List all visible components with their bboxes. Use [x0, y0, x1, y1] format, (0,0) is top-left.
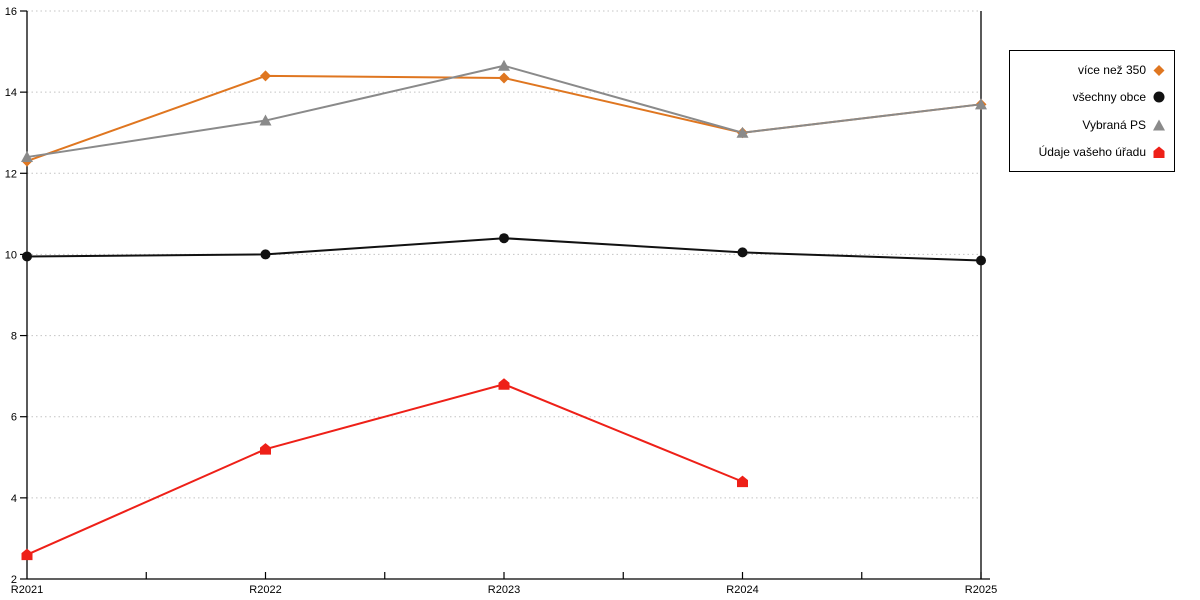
legend-item-vice-nez-350: více než 350 — [1014, 63, 1166, 77]
series-line-vice-nez-350 — [26, 74, 982, 163]
series-marker-vybrana-ps-r2022 — [259, 114, 272, 126]
series-marker-vybrana-ps-r2023 — [498, 59, 510, 71]
series-marker-vsechny-obce-r2023 — [499, 233, 509, 244]
diamond-marker-glyph — [1153, 64, 1165, 76]
circle-marker-glyph — [1153, 91, 1165, 103]
pentagon-marker-glyph — [1153, 146, 1165, 159]
x-tick-label-r2021: R2021 — [11, 584, 43, 596]
triangle-marker-glyph — [1153, 119, 1165, 131]
x-tick-label-r2022: R2022 — [249, 584, 281, 596]
triangle-marker-icon — [1153, 119, 1165, 131]
legend-label-udaje-vaseho-uradu: Údaje vašeho úřadu — [1038, 145, 1146, 160]
x-tick-label-r2023: R2023 — [488, 584, 520, 596]
legend-label-vybrana-ps: Vybraná PS — [1082, 117, 1146, 132]
y-tick-label-4: 4 — [11, 493, 17, 505]
circle-marker-icon — [1153, 91, 1165, 103]
y-tick-label-16: 16 — [5, 6, 17, 18]
legend-item-vsechny-obce: všechny obce — [1014, 90, 1166, 104]
series-line-udaje-vaseho-uradu — [26, 383, 743, 556]
legend-label-vsechny-obce: všechny obce — [1072, 90, 1146, 105]
series-marker-udaje-vaseho-uradu-r2022 — [260, 443, 271, 455]
series-marker-vsechny-obce-r2025 — [976, 255, 986, 266]
y-tick-label-8: 8 — [11, 331, 17, 343]
series-marker-udaje-vaseho-uradu-r2023 — [498, 378, 510, 390]
y-tick-label-10: 10 — [5, 249, 17, 261]
pentagon-marker-icon — [1153, 146, 1165, 159]
legend-item-udaje-vaseho-uradu: Údaje vašeho úřadu — [1014, 145, 1166, 159]
y-tick-label-2: 2 — [11, 574, 17, 586]
x-tick-label-r2025: R2025 — [965, 584, 997, 596]
series-marker-vybrana-ps-r2025 — [975, 98, 987, 110]
series-marker-vice-nez-350-r2022 — [260, 70, 271, 82]
series-marker-udaje-vaseho-uradu-r2021 — [21, 548, 33, 561]
y-tick-label-6: 6 — [11, 412, 17, 424]
chart-legend: více než 350 všechny obce Vybraná PS Údaje … — [1009, 50, 1175, 172]
series-marker-vybrana-ps-r2021 — [21, 151, 33, 163]
series-marker-vsechny-obce-r2024 — [737, 247, 748, 258]
x-tick-label-r2024: R2024 — [726, 584, 758, 596]
series-marker-vsechny-obce-r2022 — [260, 249, 271, 260]
y-tick-label-12: 12 — [5, 168, 17, 180]
y-tick-label-14: 14 — [5, 87, 17, 99]
series-marker-vice-nez-350-r2023 — [498, 72, 510, 84]
series-marker-udaje-vaseho-uradu-r2024 — [737, 475, 748, 488]
series-marker-vsechny-obce-r2021 — [22, 251, 32, 262]
legend-item-vybrana-ps: Vybraná PS — [1014, 118, 1166, 132]
legend-label-vice-nez-350: více než 350 — [1077, 62, 1146, 77]
series-marker-vybrana-ps-r2024 — [736, 126, 749, 138]
diamond-marker-icon — [1153, 64, 1165, 76]
